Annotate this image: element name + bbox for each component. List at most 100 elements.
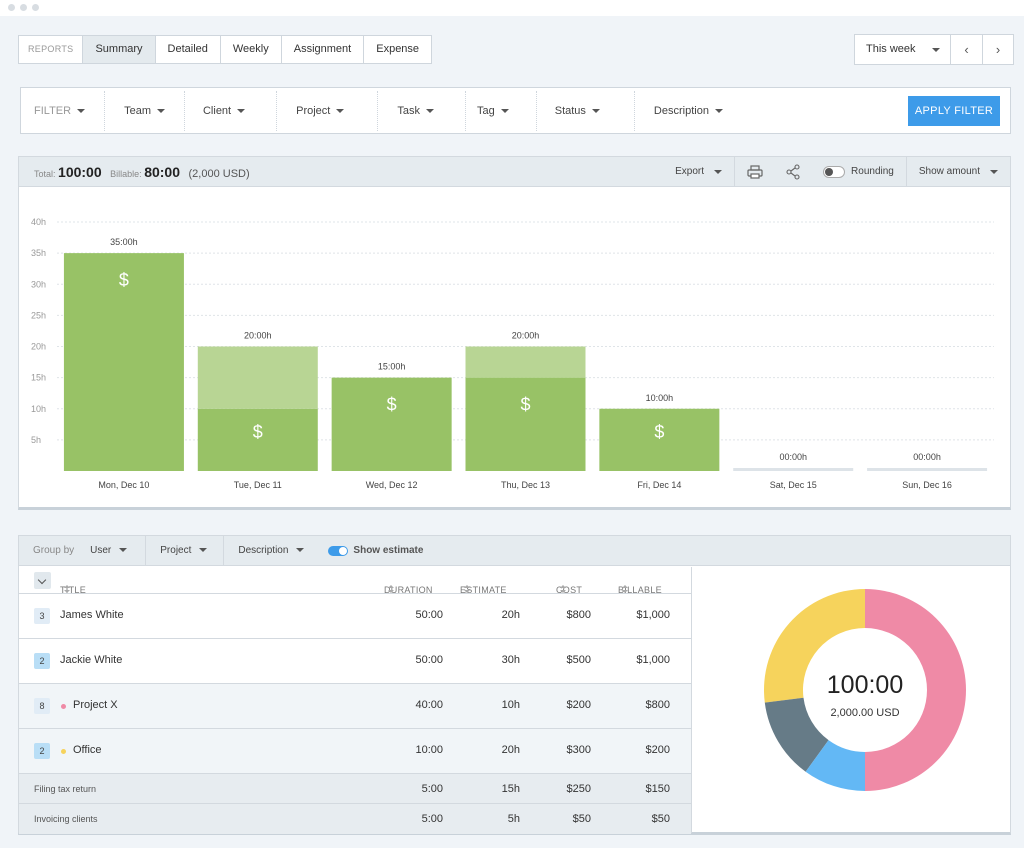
filter-bar: FILTER Team Client Project Task Tag Stat… [20,87,1011,134]
count-badge: 8 [34,698,50,714]
bar-billable [63,253,184,471]
donut-segment [805,740,865,791]
donut-segment [764,589,865,703]
prev-week-button[interactable]: ‹ [951,35,982,64]
billable-dollar-icon: $ [520,395,530,415]
date-range-select[interactable]: This week [855,35,951,64]
group-by-user[interactable]: User [90,545,145,556]
bar-total-label: 20:00h [512,331,540,341]
rounding-label: Rounding [851,166,894,177]
chevron-left-icon: ‹ [964,42,969,57]
share-button[interactable] [775,157,811,187]
donut-segment [764,697,829,772]
row-billable: $1,000 [636,609,670,621]
rounding-toggle[interactable]: Rounding [811,157,906,187]
totals: Total: 100:00 Billable: 80:00 (2,000 USD… [34,164,250,180]
next-week-button[interactable]: › [982,35,1013,64]
caret-down-icon [714,108,723,113]
bar-total-label: 35:00h [110,237,138,247]
table-row[interactable]: 2 Office 10:00 20h $300 $200 [19,729,691,774]
row-duration: 50:00 [415,654,443,666]
filter-status[interactable]: Status [537,90,635,131]
filter-tag[interactable]: Tag [466,90,537,131]
daily-bar-chart: 5h 10h 15h 20h 25h 30h 35h 40h $35:00h Mon, Dec 1… [31,217,994,490]
filter-task[interactable]: Task [378,90,466,131]
empty-bar [867,468,988,471]
export-label: Export [675,166,705,177]
filter-team-label: Team [124,104,151,117]
group-project-label: Project [160,545,192,556]
caret-down-icon [119,548,128,553]
show-amount-dropdown[interactable]: Show amount [905,157,1010,187]
filter-project[interactable]: Project [277,90,379,131]
x-tick-label: Sat, Dec 15 [770,480,817,490]
table-row[interactable]: 2 Jackie White 50:00 30h $500 $1,000 [19,639,691,684]
tab-weekly[interactable]: Weekly [219,36,281,63]
col-billable-label: BILLABLE [618,585,662,595]
donut-amount: 2,000.00 USD [830,707,899,719]
project-color-dot [61,704,66,709]
print-button[interactable] [734,157,775,187]
tab-expense[interactable]: Expense [363,36,431,63]
empty-bar [733,468,854,471]
summary-header: Total: 100:00 Billable: 80:00 (2,000 USD… [19,157,1010,187]
export-dropdown[interactable]: Export [663,157,734,187]
x-tick-label: Thu, Dec 13 [501,480,550,490]
filter-label: FILTER [34,104,72,117]
y-tick-label: 35h [31,248,46,258]
filter-status-label: Status [554,104,586,117]
count-badge: 2 [34,743,50,759]
bar-non-billable [197,346,318,409]
filter-menu[interactable]: FILTER [21,90,106,131]
row-duration: 50:00 [415,609,443,621]
billable-amount: (2,000 USD) [188,168,250,180]
filter-description[interactable]: Description [635,91,742,131]
group-by-project[interactable]: Project [160,545,223,556]
tab-summary[interactable]: Summary [82,36,155,63]
col-cost-label: COST [556,585,583,595]
apply-filter-button[interactable]: APPLY FILTER [908,96,1000,126]
y-tick-label: 40h [31,217,46,227]
printer-icon [747,165,763,179]
caret-down-icon [199,548,208,553]
bar-total-label: 00:00h [779,452,807,462]
col-estimate-label: ESTIMATE [460,585,507,595]
tab-assignment[interactable]: Assignment [280,36,363,63]
row-duration: 5:00 [421,813,443,825]
group-user-label: User [90,545,112,556]
show-estimate-label: Show estimate [353,545,424,556]
table-row[interactable]: 3 James White 50:00 20h $800 $1,000 [19,594,691,639]
collapse-all-button[interactable] [34,572,51,589]
table-row[interactable]: 8 Project X 40:00 10h $200 $800 [19,684,691,729]
col-title-label: TITLE [60,585,87,595]
bar-billable [331,377,452,471]
filter-description-label: Description [653,104,709,117]
tab-detailed[interactable]: Detailed [154,36,220,63]
tab-reports-label: REPORTS [28,44,74,54]
summary-table: TITLE DURATION ESTIMATE COST BILLABLE 3 … [19,567,691,834]
x-tick-label: Mon, Dec 10 [98,480,149,490]
sort-icon [464,585,470,594]
row-cost: $50 [572,813,591,825]
table-row[interactable]: Filing tax return 5:00 15h $250 $150 [19,774,691,804]
bar-non-billable [465,346,586,378]
filter-client-label: Client [202,104,232,117]
filter-tag-label: Tag [476,104,495,117]
show-estimate-switch[interactable] [328,545,349,556]
sort-icon [388,585,394,594]
divider [223,535,225,566]
filter-client[interactable]: Client [185,90,278,131]
rounding-switch[interactable] [823,166,846,178]
billable-dollar-icon: $ [654,422,664,442]
table-row[interactable]: Invoicing clients 5:00 5h $50 $50 [19,804,691,834]
x-tick-label: Sun, Dec 16 [902,480,952,490]
group-by-bar: Group by User Project Description Show e… [19,535,1010,566]
window-chrome [0,0,1024,16]
row-cost: $300 [566,744,591,756]
row-billable: $1,000 [636,654,670,666]
window-dot [20,4,27,11]
total-value: 100:00 [58,164,102,180]
row-estimate: 10h [501,699,520,711]
group-by-description[interactable]: Description [238,545,328,556]
filter-team[interactable]: Team [105,90,185,131]
